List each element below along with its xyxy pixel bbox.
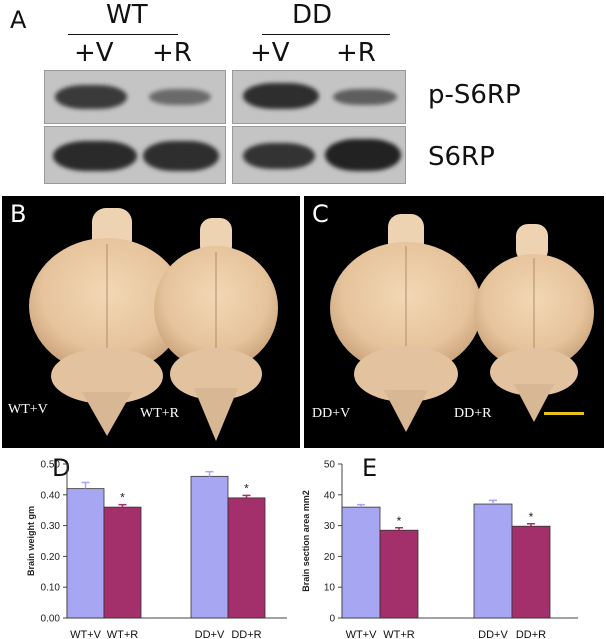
brain-wt-v	[29, 208, 185, 436]
significance-mark: *	[244, 481, 249, 495]
blot-p-s6rp-dd	[232, 70, 406, 124]
bar	[511, 525, 551, 619]
band-s6rp-dd-r	[325, 139, 401, 171]
panel-c-letter: C	[312, 200, 329, 228]
y-axis-label: Brain weight gm	[26, 506, 36, 576]
label-wt-r: WT+R	[140, 406, 179, 421]
chart-brain-section-area: 0 10 20 30 40 50 Brain section area mm2 WT+V * WT…	[302, 460, 578, 639]
category-label: WT+R	[383, 629, 415, 639]
panel-b-letter: B	[10, 200, 27, 228]
group-underline-wt	[68, 34, 178, 35]
brain-dd-v	[330, 214, 482, 432]
scale-bar	[544, 412, 584, 415]
y-axis-label: Brain section area mm2	[302, 490, 311, 592]
significance-mark: *	[120, 491, 125, 505]
brains-wt-illustration	[29, 208, 278, 441]
significance-mark: *	[529, 510, 534, 524]
photo-panel-b: B WT+V WT+R	[2, 196, 300, 448]
category-label: DD+R	[516, 629, 546, 639]
category-label: DD+V	[195, 629, 225, 639]
brain-dd-r	[474, 224, 594, 422]
category-label: DD+R	[231, 629, 261, 639]
bar	[341, 506, 381, 619]
band-s6rp-wt-r	[143, 141, 219, 171]
band-p-s6rp-dd-v	[243, 83, 319, 109]
lane-label-wt-v: +V	[74, 38, 114, 68]
label-wt-v: WT+V	[8, 402, 48, 417]
band-s6rp-wt-v	[53, 141, 137, 171]
panel-d-letter: D	[52, 454, 71, 482]
bar	[103, 506, 142, 619]
category-label: DD+V	[478, 629, 508, 639]
panel-a-letter: A	[10, 6, 27, 34]
y-tick-label: 0.00	[41, 614, 61, 625]
y-tick-label: 0.20	[41, 552, 61, 563]
y-tick-label: 0.30	[41, 521, 61, 532]
y-tick-label: 30	[324, 521, 336, 532]
label-dd-r: DD+R	[454, 406, 492, 421]
row-label-p-s6rp: p-S6RP	[428, 80, 521, 110]
y-tick-label: 10	[324, 583, 336, 594]
bar	[473, 503, 513, 619]
y-tick-label: 50	[324, 460, 336, 471]
lane-label-dd-r: +R	[336, 38, 376, 68]
panel-e-letter: E	[362, 454, 378, 482]
category-label: WT+V	[70, 629, 102, 639]
photo-panel-c: C DD+V DD+R	[304, 196, 604, 448]
y-tick-label: 0.40	[41, 490, 61, 501]
band-p-s6rp-dd-r	[333, 89, 397, 105]
category-label: WT+V	[346, 629, 378, 639]
blot-s6rp-wt	[44, 126, 226, 184]
band-p-s6rp-wt-v	[55, 85, 127, 109]
brain-wt-r	[154, 218, 278, 441]
bar	[379, 529, 419, 619]
group-label-dd: DD	[292, 0, 333, 30]
y-tick-label: 0.10	[41, 583, 61, 594]
band-p-s6rp-wt-r	[149, 89, 211, 105]
bar	[66, 488, 105, 619]
blot-p-s6rp-wt	[44, 70, 226, 124]
y-tick-label: 40	[324, 490, 336, 501]
group-label-wt: WT	[106, 0, 148, 30]
blot-s6rp-dd	[232, 126, 406, 184]
category-label: WT+R	[107, 629, 139, 639]
bar	[190, 475, 229, 619]
row-label-s6rp: S6RP	[428, 142, 495, 172]
band-s6rp-dd-v	[243, 143, 315, 169]
brains-dd-illustration	[330, 214, 594, 432]
lane-label-dd-v: +V	[250, 38, 290, 68]
label-dd-v: DD+V	[312, 406, 351, 421]
y-tick-label: 0	[329, 614, 335, 625]
y-tick-label: 20	[324, 552, 336, 563]
chart-brain-weight: 0.00 0.10 0.20 0.30 0.40 0.50 Brain weight gm W…	[26, 460, 287, 639]
bar	[227, 497, 266, 619]
group-underline-dd	[262, 34, 390, 35]
significance-mark: *	[397, 514, 402, 528]
y-tick-label: 0.50	[41, 460, 61, 471]
lane-label-wt-r: +R	[152, 38, 192, 68]
